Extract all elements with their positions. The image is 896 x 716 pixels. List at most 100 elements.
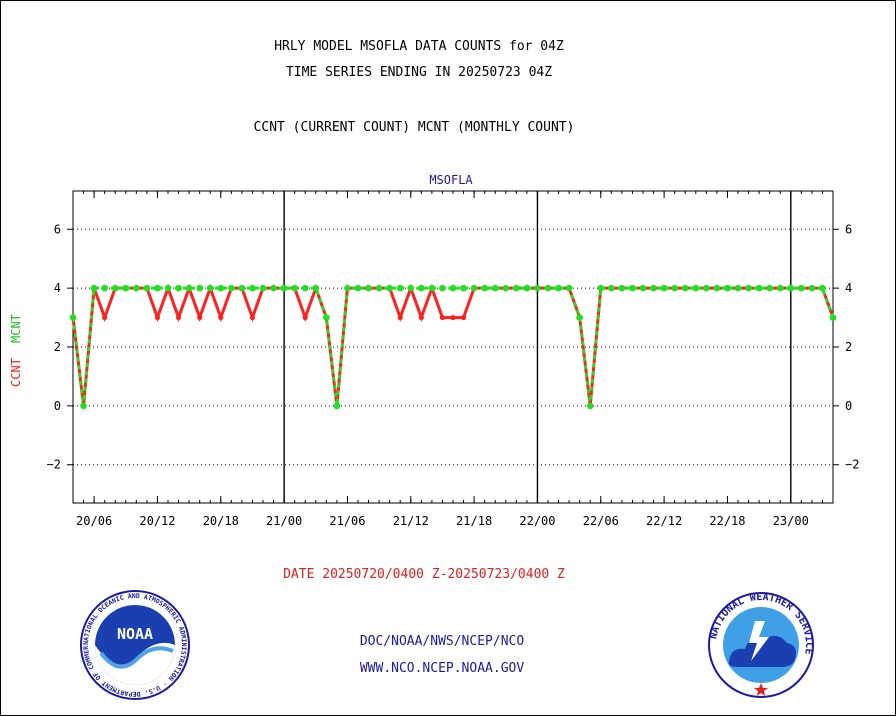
data-point-mcnt <box>734 284 742 292</box>
data-point-mcnt <box>692 284 700 292</box>
x-tick-label: 20/06 <box>76 514 112 528</box>
data-point-mcnt <box>565 284 573 292</box>
data-point-mcnt <box>491 284 499 292</box>
data-point-ccnt <box>154 314 161 321</box>
data-point-mcnt <box>639 284 647 292</box>
data-point-mcnt <box>766 284 773 292</box>
data-point-mcnt <box>724 284 731 292</box>
data-point-mcnt <box>154 284 161 292</box>
data-point-mcnt <box>143 284 151 292</box>
data-point-mcnt <box>681 284 689 292</box>
data-point-mcnt <box>597 284 605 292</box>
x-tick-label: 22/06 <box>583 514 619 528</box>
data-point-mcnt <box>206 284 214 292</box>
y-tick-label-left: 6 <box>54 222 61 236</box>
data-point-mcnt <box>122 284 130 292</box>
data-point-mcnt <box>460 284 467 292</box>
data-point-mcnt <box>228 284 235 292</box>
y-tick-label-right: 4 <box>845 281 852 295</box>
data-point-mcnt <box>755 284 763 292</box>
data-point-mcnt <box>481 284 488 292</box>
svg-text:NOAA: NOAA <box>117 625 153 643</box>
data-point-mcnt <box>703 284 710 292</box>
x-tick-label: 21/12 <box>393 514 429 528</box>
data-point-mcnt <box>776 284 784 292</box>
data-point-mcnt <box>534 284 541 292</box>
data-point-mcnt <box>671 284 678 292</box>
x-tick-label: 21/06 <box>329 514 365 528</box>
data-point-mcnt <box>418 284 425 292</box>
x-tick-label: 23/00 <box>773 514 809 528</box>
x-tick-label: 21/18 <box>456 514 492 528</box>
data-point-mcnt <box>185 284 193 292</box>
data-point-mcnt <box>713 284 721 292</box>
nws-logo: NATIONAL WEATHER SERVICE <box>707 591 815 699</box>
data-point-mcnt <box>808 284 816 292</box>
chart-title: HRLY MODEL MSOFLA DATA COUNTS for 04Z <box>274 39 564 54</box>
y-tick-label-left: 0 <box>54 399 61 413</box>
data-point-ccnt <box>249 314 256 321</box>
x-tick-label: 22/00 <box>519 514 555 528</box>
data-point-mcnt <box>523 284 531 292</box>
data-point-mcnt <box>175 284 182 292</box>
data-point-mcnt <box>238 284 246 292</box>
y-tick-label-left: 2 <box>54 340 61 354</box>
data-point-mcnt <box>502 284 510 292</box>
y-tick-label-right: 2 <box>845 340 852 354</box>
y-tick-label-right: 0 <box>845 399 852 413</box>
data-point-ccnt <box>439 314 446 321</box>
chart-subtitle-series: CCNT (CURRENT COUNT) MCNT (MONTHLY COUNT… <box>253 120 575 135</box>
data-point-mcnt <box>344 284 351 292</box>
data-point-ccnt <box>418 314 424 321</box>
y-tick-label-left: −2 <box>47 458 61 472</box>
x-tick-label: 21/00 <box>266 514 302 528</box>
data-point-mcnt <box>249 284 256 292</box>
data-point-mcnt <box>470 284 478 292</box>
plot-label: MSOFLA <box>429 173 473 187</box>
data-point-mcnt <box>555 284 562 292</box>
data-point-ccnt <box>197 314 203 321</box>
data-point-mcnt <box>259 284 267 292</box>
data-point-mcnt <box>291 284 298 292</box>
data-point-mcnt <box>196 284 203 292</box>
data-point-ccnt <box>460 314 467 321</box>
data-point-ccnt <box>450 314 456 321</box>
data-point-mcnt <box>449 284 457 292</box>
data-point-mcnt <box>375 284 383 292</box>
data-point-mcnt <box>280 284 288 292</box>
data-point-mcnt <box>819 284 826 292</box>
x-axis-date-range: DATE 20250720/0400 Z-20250723/0400 Z <box>283 567 565 582</box>
data-point-mcnt <box>544 284 552 292</box>
data-point-mcnt <box>217 284 225 292</box>
data-point-mcnt <box>133 284 140 292</box>
data-point-ccnt <box>175 314 182 321</box>
y-tick-label-left: 4 <box>54 281 61 295</box>
data-point-ccnt <box>302 314 308 321</box>
data-point-mcnt <box>365 284 372 292</box>
data-point-mcnt <box>101 284 108 292</box>
x-tick-label: 22/12 <box>646 514 682 528</box>
noaa-logo: NOAA NATIONAL OCEANIC AND ATMOSPHERIC AD… <box>77 583 191 701</box>
footer-url: WWW.NCO.NCEP.NOAA.GOV <box>359 661 525 676</box>
data-point-mcnt <box>69 314 77 321</box>
data-point-mcnt <box>787 284 795 292</box>
data-point-mcnt <box>407 284 415 292</box>
data-point-mcnt <box>164 284 172 292</box>
data-point-mcnt <box>333 402 341 410</box>
data-point-mcnt <box>829 314 837 321</box>
data-point-mcnt <box>798 284 805 292</box>
data-point-mcnt <box>513 284 520 292</box>
data-point-mcnt <box>90 284 98 292</box>
data-point-ccnt <box>102 314 108 321</box>
data-point-mcnt <box>586 402 594 410</box>
data-point-mcnt <box>608 284 615 292</box>
chart-subtitle-time: TIME SERIES ENDING IN 20250723 04Z <box>285 65 553 80</box>
y-tick-label-right: 6 <box>845 222 852 236</box>
data-point-mcnt <box>323 314 330 321</box>
data-point-mcnt <box>745 284 752 292</box>
data-point-mcnt <box>650 284 657 292</box>
data-point-mcnt <box>439 284 446 292</box>
data-point-mcnt <box>660 284 668 292</box>
data-point-mcnt <box>354 284 362 292</box>
